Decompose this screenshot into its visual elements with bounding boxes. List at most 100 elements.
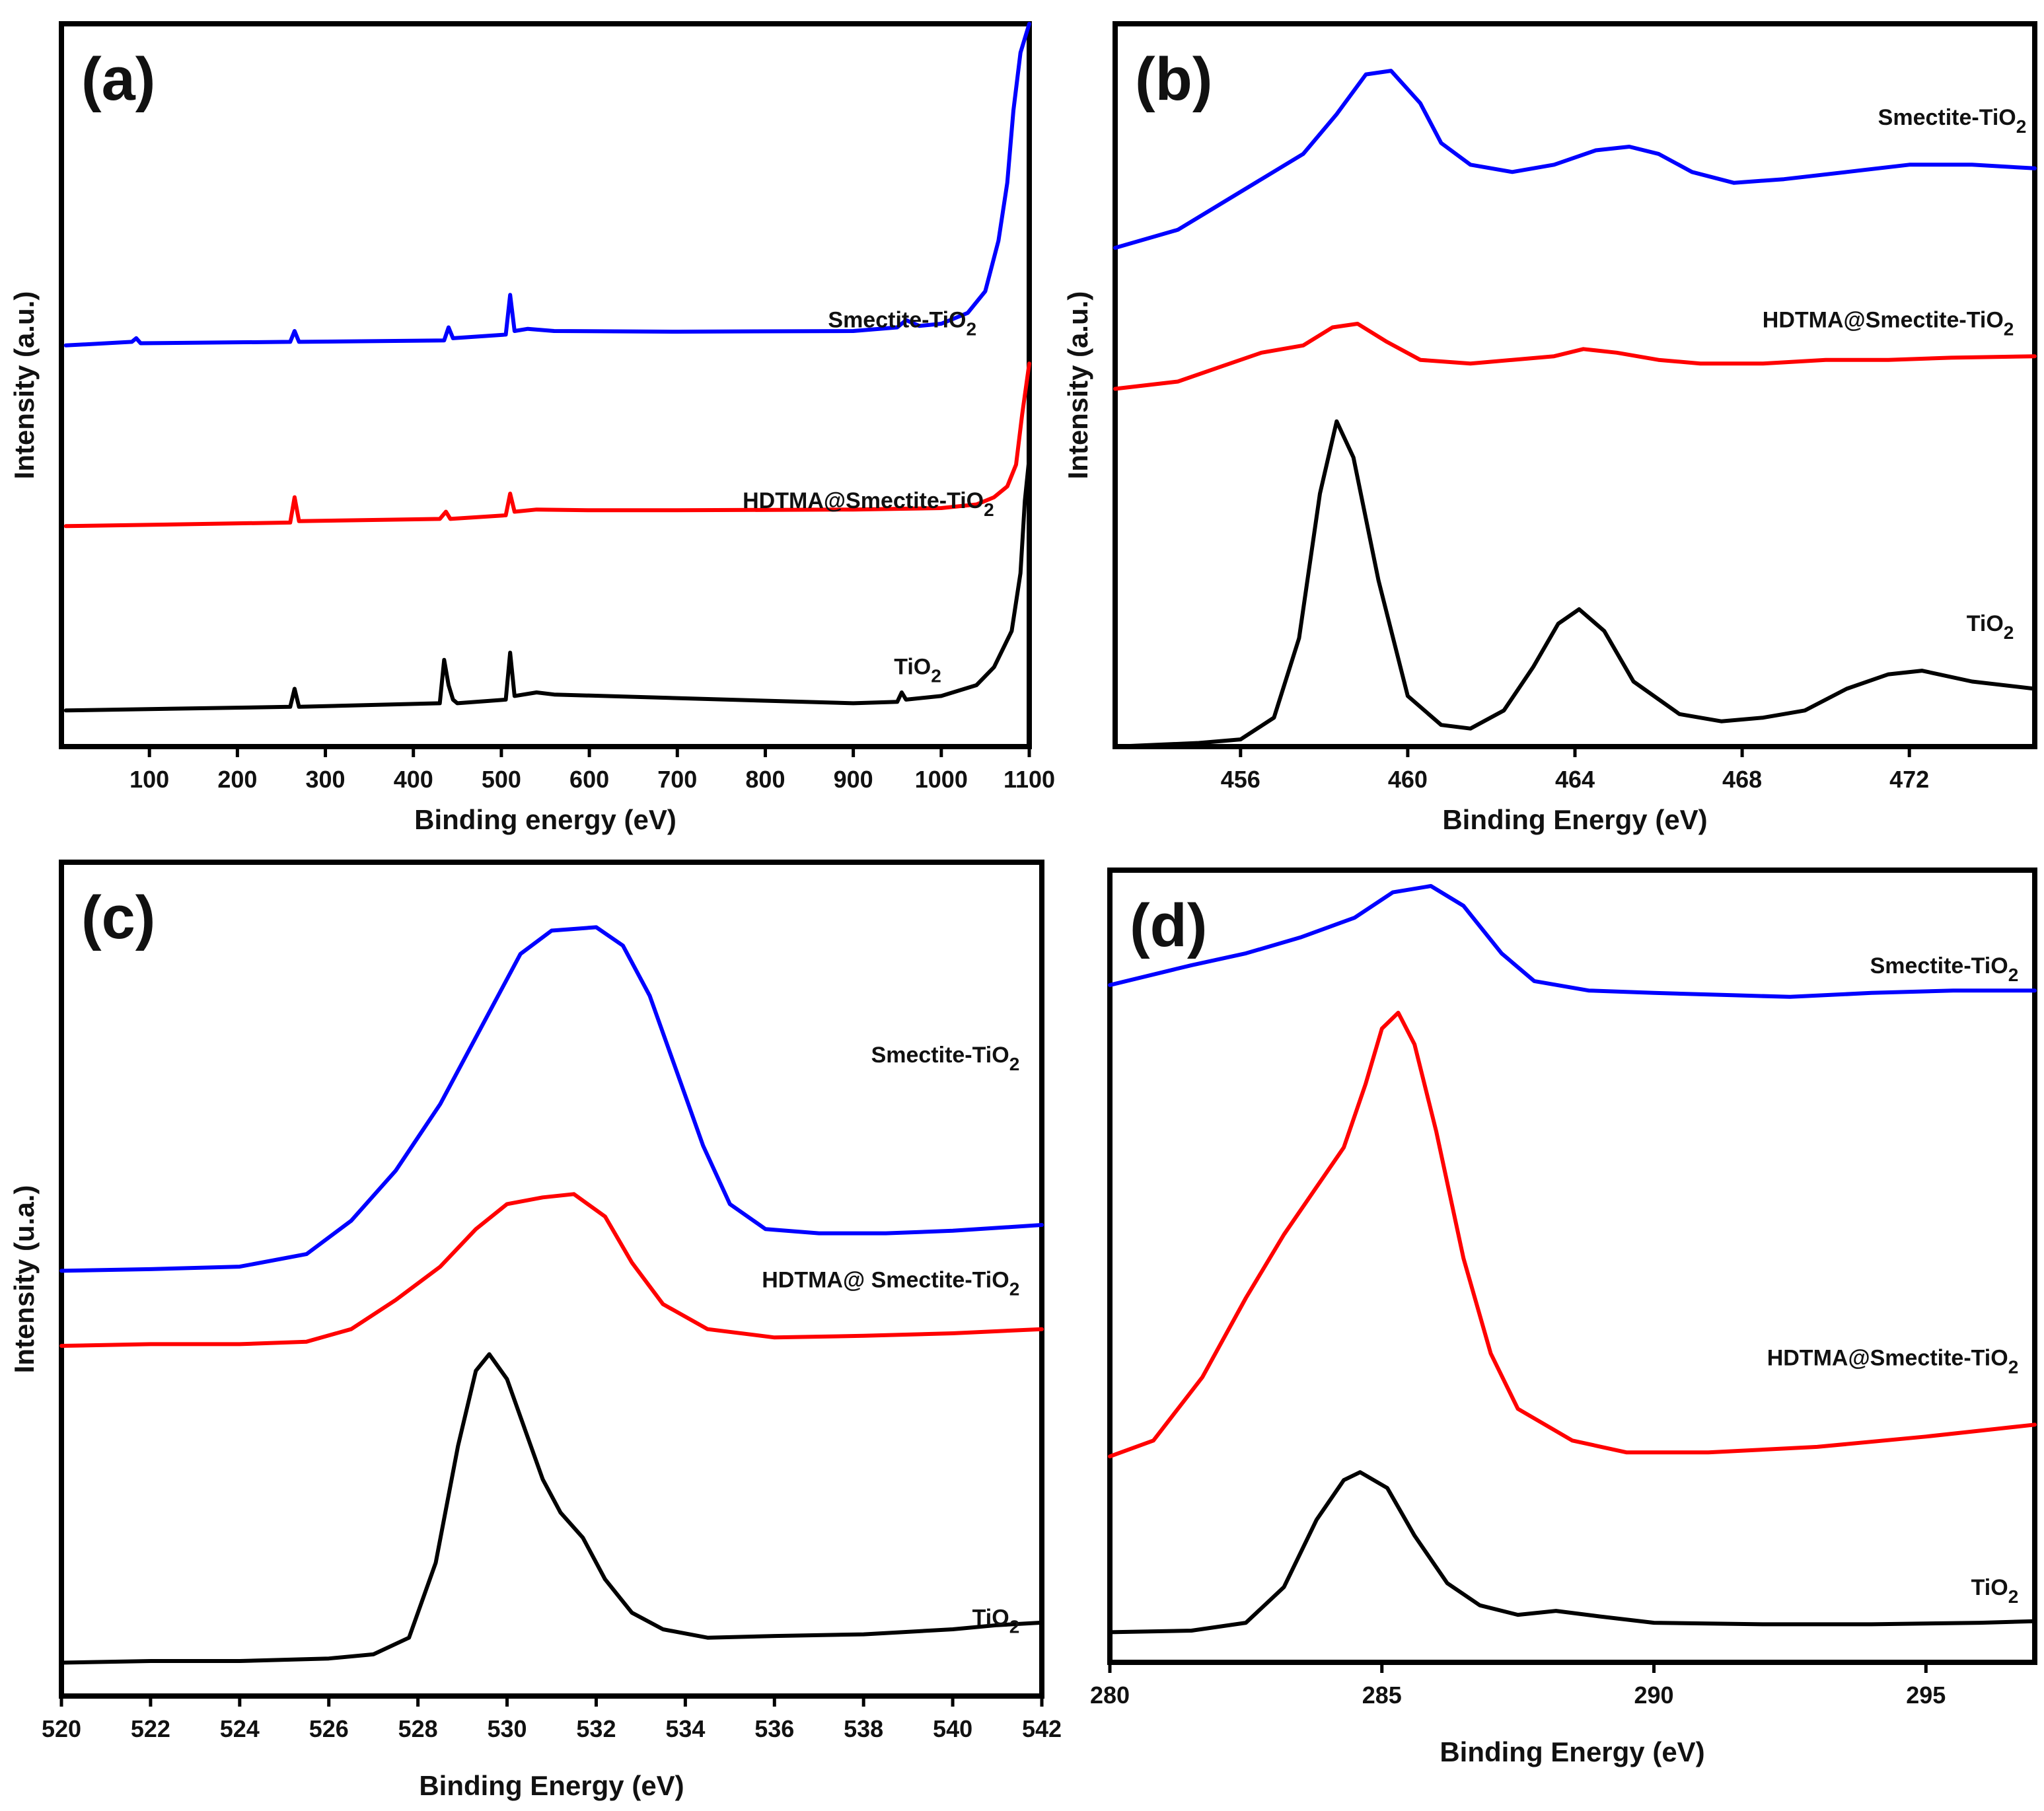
series-label-text: HDTMA@Smectite-TiO (743, 488, 984, 513)
series-label-subscript: 2 (967, 318, 977, 339)
series-label: HDTMA@Smectite-TiO2 (743, 488, 994, 520)
x-tick-label: 280 (1090, 1682, 1130, 1709)
panel-tag: (b) (1135, 46, 1212, 113)
x-tick-label: 500 (482, 766, 521, 793)
series-label-subscript: 2 (931, 666, 941, 686)
panel-tag: (a) (81, 46, 155, 113)
plot-frame (59, 21, 1032, 749)
x-tick-label: 1000 (915, 766, 968, 793)
series-label-subscript: 2 (2008, 1586, 2019, 1607)
y-axis-title: Intensity (u.a.) (9, 1185, 40, 1374)
series-label: HDTMA@Smectite-TiO2 (1763, 307, 2014, 339)
series-label: Smectite-TiO2 (828, 307, 976, 339)
series-label-text: Smectite-TiO (1870, 953, 2008, 979)
panel-2: (c) 520 522 524 526 528 530 532 534 536 538 540 542 B… (9, 860, 1062, 1801)
x-tick-label: 520 (42, 1715, 81, 1742)
series-label-subscript: 2 (2008, 965, 2019, 985)
series-label-subscript: 2 (2008, 1356, 2019, 1377)
series-line (1113, 69, 2037, 250)
series-line (1113, 419, 2037, 749)
x-tick-label: 295 (1906, 1682, 1946, 1709)
x-tick-label: 528 (398, 1715, 438, 1742)
series-label: HDTMA@Smectite-TiO2 (1767, 1345, 2019, 1377)
x-tick-label: 540 (933, 1715, 972, 1742)
x-tick-label: 285 (1362, 1682, 1402, 1709)
x-tick-label: 200 (217, 766, 257, 793)
series-label: Smectite-TiO2 (1870, 953, 2019, 985)
series-label-text: TiO (1971, 1575, 2008, 1600)
series-line (63, 455, 1031, 713)
x-tick-label: 534 (665, 1715, 705, 1742)
series-line (1113, 322, 2037, 391)
series-label-subscript: 2 (1009, 1279, 1020, 1300)
series-label: Smectite-TiO2 (871, 1043, 1020, 1074)
panel-0: (a) 100 200 300 400 500 600 700 800 900 1000 1100 Bi… (9, 21, 1055, 835)
x-tick-label: 100 (129, 766, 169, 793)
series-label-text: TiO (1967, 611, 2004, 636)
series-label-text: HDTMA@Smectite-TiO (1763, 307, 2004, 332)
series-label-subscript: 2 (984, 499, 994, 520)
series-label: TiO2 (1967, 611, 2014, 643)
series-label-text: Smectite-TiO (828, 307, 966, 332)
series-line (59, 1352, 1044, 1665)
series-label-text: Smectite-TiO (871, 1043, 1009, 1068)
x-tick-label: 542 (1022, 1715, 1062, 1742)
series-line (1108, 1010, 2037, 1459)
x-tick-label: 400 (394, 766, 433, 793)
x-tick-label: 460 (1388, 766, 1428, 793)
plot-frame (1113, 21, 2037, 749)
series-label-subscript: 2 (1009, 1617, 1020, 1637)
x-tick-label: 538 (844, 1715, 883, 1742)
x-tick-label: 522 (131, 1715, 170, 1742)
series-label: TiO2 (972, 1606, 1020, 1637)
x-tick-label: 456 (1221, 766, 1260, 793)
series-label: TiO2 (894, 655, 941, 686)
x-tick-label: 290 (1634, 1682, 1673, 1709)
x-tick-label: 464 (1555, 766, 1595, 793)
series-label-subscript: 2 (2016, 116, 2027, 137)
x-tick-label: 536 (754, 1715, 794, 1742)
series-line (1108, 1470, 2037, 1635)
plot-frame (1107, 868, 2037, 1665)
series-label-text: HDTMA@Smectite-TiO (1767, 1345, 2008, 1370)
x-tick-label: 472 (1889, 766, 1929, 793)
x-axis-title: Binding Energy (eV) (1442, 804, 1707, 835)
x-tick-label: 526 (309, 1715, 349, 1742)
series-label-text: TiO (894, 655, 931, 680)
series-label: TiO2 (1971, 1575, 2019, 1607)
panel-tag: (c) (81, 884, 155, 951)
y-axis-title: Intensity (a.u.) (1062, 291, 1093, 480)
series-label-text: TiO (972, 1606, 1009, 1631)
series-label-subscript: 2 (1009, 1054, 1020, 1074)
x-axis-title: Binding Energy (eV) (419, 1770, 684, 1801)
series-line (63, 361, 1031, 529)
x-tick-label: 524 (220, 1715, 260, 1742)
series-label-subscript: 2 (2004, 622, 2014, 643)
series-label-text: Smectite-TiO (1878, 105, 2016, 130)
series-label-subscript: 2 (2004, 318, 2014, 339)
y-axis-title: Intensity (a.u.) (9, 291, 40, 480)
panel-1: (b) 456 460 464 468 472 Binding Energy (eV) Int… (1062, 21, 2037, 835)
x-axis-title: Binding energy (eV) (414, 804, 676, 835)
series-line (63, 22, 1031, 348)
x-axis-title: Binding Energy (eV) (1440, 1736, 1704, 1767)
series-label: HDTMA@ Smectite-TiO2 (762, 1268, 1019, 1300)
series-line (59, 1192, 1044, 1348)
series-line (59, 925, 1044, 1273)
series-line (1108, 884, 2037, 999)
plot-frame (59, 860, 1044, 1699)
x-tick-label: 532 (576, 1715, 616, 1742)
x-tick-label: 468 (1722, 766, 1762, 793)
series-label: Smectite-TiO2 (1878, 105, 2027, 137)
x-tick-label: 300 (306, 766, 346, 793)
x-tick-label: 600 (569, 766, 609, 793)
x-tick-label: 700 (657, 766, 697, 793)
x-tick-label: 530 (488, 1715, 527, 1742)
x-tick-label: 1100 (1004, 766, 1055, 793)
series-label-text: HDTMA@ Smectite-TiO (762, 1268, 1009, 1293)
panel-tag: (d) (1130, 892, 1207, 959)
x-tick-label: 900 (834, 766, 873, 793)
x-tick-label: 800 (745, 766, 785, 793)
